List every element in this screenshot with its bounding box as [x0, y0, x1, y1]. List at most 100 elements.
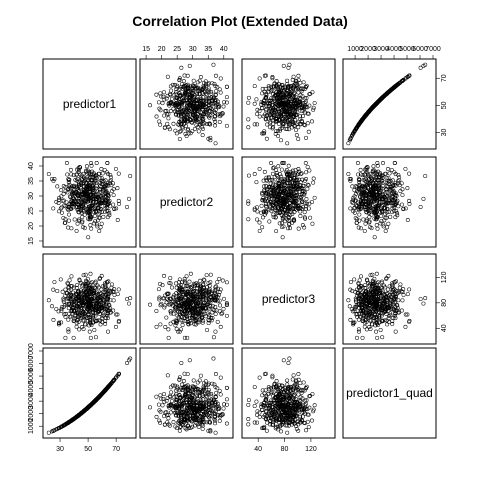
data-point	[405, 186, 410, 191]
data-point	[257, 228, 262, 233]
data-point	[401, 292, 406, 297]
data-point	[183, 90, 188, 95]
data-point	[284, 98, 289, 103]
data-point	[284, 112, 289, 117]
data-point	[46, 298, 51, 303]
data-point	[69, 185, 74, 190]
data-point	[52, 280, 57, 285]
data-point	[51, 206, 56, 211]
diagonal-label-predictor2: predictor2	[160, 195, 214, 209]
data-point	[294, 133, 299, 138]
data-point	[296, 90, 301, 95]
data-point	[161, 94, 166, 99]
data-point	[93, 335, 98, 340]
data-point	[286, 99, 291, 104]
data-point	[184, 124, 189, 128]
data-point	[192, 100, 197, 105]
data-point	[271, 84, 276, 89]
data-point	[377, 98, 381, 103]
data-point	[108, 175, 113, 180]
data-point	[280, 91, 285, 96]
data-point	[224, 123, 229, 128]
data-point	[85, 184, 90, 189]
data-point	[66, 225, 71, 230]
data-point	[127, 196, 131, 201]
data-point	[213, 114, 218, 119]
data-point	[217, 119, 222, 124]
data-point	[278, 87, 283, 92]
data-point	[299, 118, 304, 123]
data-point	[177, 137, 182, 141]
data-point	[222, 296, 226, 301]
data-point	[86, 235, 91, 240]
data-point	[266, 116, 271, 121]
data-point	[298, 214, 303, 219]
data-point	[168, 276, 173, 281]
data-point	[188, 116, 193, 121]
data-point	[110, 189, 114, 194]
data-point	[192, 103, 197, 108]
data-point	[109, 285, 114, 290]
data-point	[90, 172, 95, 177]
data-point	[260, 91, 265, 96]
panel-predictor1_quad-predictor1	[42, 347, 137, 439]
data-point	[185, 73, 190, 78]
data-point	[296, 137, 301, 141]
data-point	[287, 62, 292, 67]
data-point	[275, 98, 280, 103]
data-point	[206, 89, 211, 94]
data-point	[115, 292, 120, 297]
data-point	[385, 322, 390, 327]
data-point	[355, 124, 360, 128]
data-point	[364, 112, 369, 117]
data-point	[280, 235, 285, 240]
data-point	[257, 166, 262, 171]
data-point	[423, 296, 428, 301]
data-point	[99, 221, 104, 226]
panel-predictor3-predictor1	[42, 253, 137, 345]
data-point	[264, 93, 269, 98]
data-point	[346, 141, 351, 146]
data-point	[204, 89, 209, 94]
data-point	[278, 114, 283, 119]
data-point	[348, 135, 353, 140]
data-point	[267, 219, 272, 224]
data-point	[168, 100, 173, 105]
data-point	[51, 317, 56, 322]
data-point	[54, 307, 59, 312]
data-point	[292, 124, 297, 128]
data-point	[262, 112, 267, 117]
data-point	[100, 180, 105, 185]
data-point	[292, 105, 297, 110]
data-point	[283, 86, 287, 91]
data-point	[162, 303, 167, 308]
data-point	[57, 195, 62, 200]
data-point	[211, 62, 216, 67]
data-point	[71, 335, 76, 340]
data-point	[164, 315, 169, 320]
data-point	[285, 78, 290, 83]
data-point	[196, 97, 201, 102]
data-point	[198, 88, 203, 93]
data-point	[267, 104, 271, 108]
diagonal-label-predictor3: predictor3	[262, 292, 316, 306]
data-point	[252, 172, 257, 177]
data-point	[162, 273, 167, 278]
data-point	[158, 108, 163, 113]
data-point	[66, 329, 71, 334]
data-point	[222, 100, 226, 105]
data-point	[55, 184, 60, 189]
data-point	[163, 325, 168, 329]
data-point	[418, 65, 423, 70]
data-point	[423, 173, 428, 178]
data-point	[191, 78, 196, 83]
panel-frame	[42, 58, 137, 150]
data-point	[296, 125, 301, 130]
data-point	[158, 122, 163, 127]
data-point	[264, 107, 269, 112]
data-point	[66, 306, 71, 311]
data-point	[246, 100, 251, 105]
data-point	[260, 86, 265, 91]
data-point	[355, 125, 360, 130]
data-point	[199, 125, 204, 130]
